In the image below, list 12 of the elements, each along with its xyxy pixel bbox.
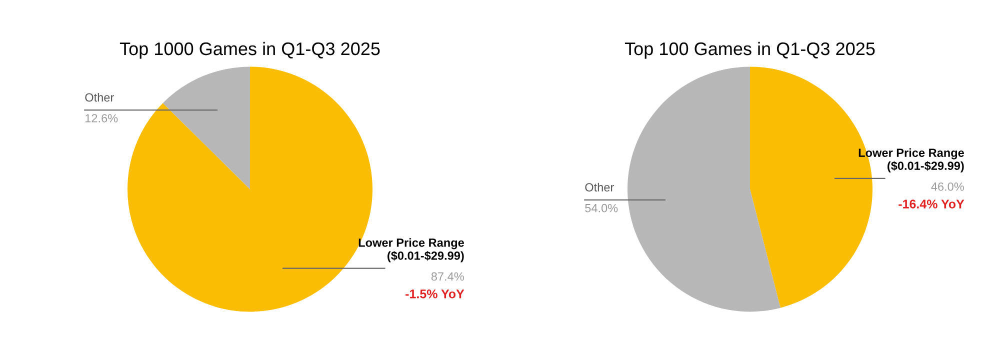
- pie-slice: [162, 66, 250, 190]
- text: -16.4% YoY: [898, 200, 964, 208]
- chart-title: Top 100 Games in Q1-Q3 2025: [624, 42, 875, 59]
- text: -1.5% YoY: [406, 290, 464, 298]
- chart-title: Top 1000 Games in Q1-Q3 2025: [120, 42, 380, 59]
- pie-slice: [628, 66, 780, 312]
- data-label: 54.0%: [585, 204, 618, 212]
- data-label: 87.4%: [431, 272, 464, 281]
- data-label: 46.0%: [931, 182, 964, 191]
- slice-label: Other: [585, 182, 614, 192]
- data-label: 12.6%: [86, 114, 118, 122]
- slice-label: Other: [85, 92, 114, 102]
